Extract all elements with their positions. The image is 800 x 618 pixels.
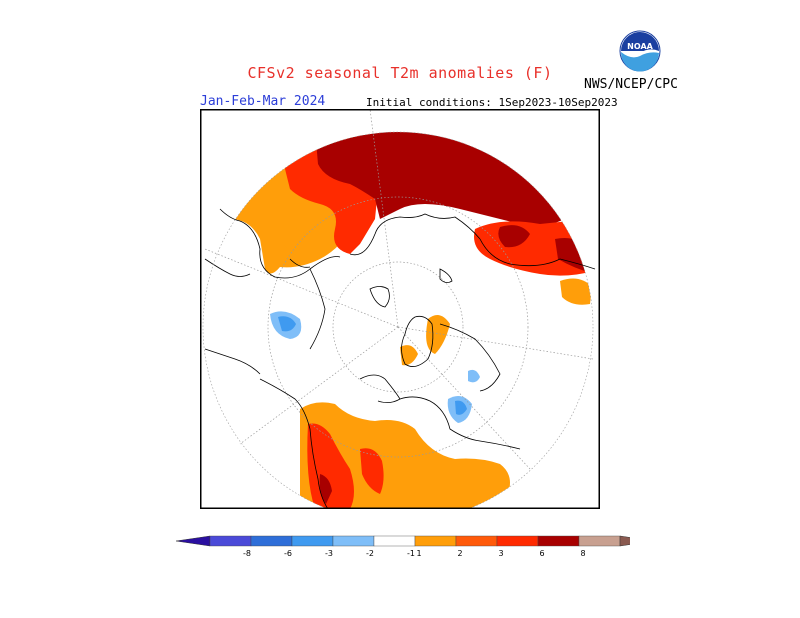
anomaly-darkred-pacific-coast — [319, 474, 332, 504]
globe-outline — [202, 131, 594, 509]
legend-swatch — [578, 535, 621, 547]
graticule — [204, 109, 594, 470]
anomaly-orange-smallblob — [279, 227, 305, 249]
map-frame — [200, 109, 600, 509]
legend-tick-label: -2 — [366, 549, 374, 558]
initial-conditions-label: Initial conditions: 1Sep2023-10Sep2023 — [366, 96, 618, 109]
legend-tick-labels: -8 -6 -3 -2 -1 1 2 3 6 8 — [243, 549, 586, 558]
anomaly-orange-arctic2 — [400, 345, 418, 366]
noaa-logo-text: NOAA — [627, 42, 653, 51]
anomaly-orange-eastpatch — [560, 278, 592, 305]
season-label: Jan-Feb-Mar 2024 — [200, 94, 326, 109]
anomaly-red-plains — [360, 448, 384, 494]
legend-tick-label: -6 — [284, 549, 292, 558]
legend-swatch — [455, 535, 498, 547]
polar-map — [200, 109, 600, 509]
legend-arrow-high — [619, 535, 630, 547]
anomaly-darkred-patch — [498, 225, 530, 248]
legend-swatch — [250, 535, 293, 547]
legend-tick-label: -8 — [243, 549, 251, 558]
legend-tick-label: 1 — [416, 549, 421, 558]
legend-tick-label: 6 — [539, 549, 544, 558]
legend-swatch — [537, 535, 580, 547]
legend-arrow-low — [175, 535, 211, 547]
legend-tick-label: 8 — [580, 549, 585, 558]
agency-label: NWS/NCEP/CPC — [584, 77, 678, 92]
noaa-logo: NOAA — [619, 30, 661, 72]
anomaly-blue-baffin — [468, 369, 480, 383]
anomaly-blue-tibet-core — [278, 316, 296, 332]
legend-tick-label: 3 — [498, 549, 503, 558]
legend-swatch — [496, 535, 539, 547]
legend-swatch — [332, 535, 375, 547]
legend-tick-label: 2 — [457, 549, 462, 558]
legend-swatch — [373, 535, 416, 547]
legend-swatch — [414, 535, 457, 547]
legend-swatches — [175, 535, 630, 547]
legend-tick-label: -3 — [325, 549, 333, 558]
anomaly-blue-hudsonbay-core — [455, 400, 467, 415]
legend-tick-label: -1 — [407, 549, 415, 558]
color-legend: -8 -6 -3 -2 -1 1 2 3 6 8 — [175, 535, 630, 558]
coastlines — [204, 208, 596, 509]
map-title: CFSv2 seasonal T2m anomalies (F) — [247, 64, 553, 82]
legend-swatch — [291, 535, 334, 547]
legend-swatch — [209, 535, 252, 547]
